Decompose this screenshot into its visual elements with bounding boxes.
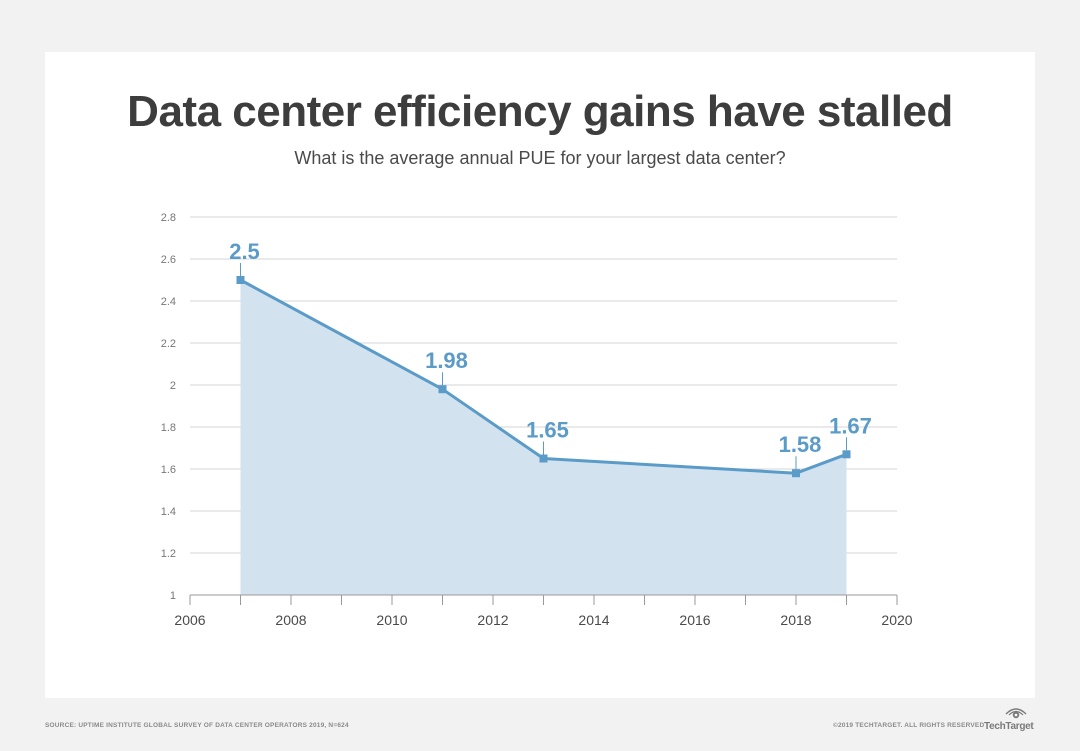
chart-title: Data center efficiency gains have stalle… (127, 87, 953, 136)
data-point-marker (236, 276, 245, 284)
chart-subtitle: What is the average annual PUE for your … (294, 148, 786, 168)
x-tick-label: 2020 (881, 612, 912, 628)
x-tick-label: 2016 (679, 612, 710, 628)
logo-text: TechTarget (984, 721, 1034, 732)
copyright-note: ©2019 TECHTARGET. ALL RIGHTS RESERVED (833, 722, 985, 729)
data-point-marker (842, 450, 851, 459)
y-tick-label: 2.4 (161, 296, 176, 308)
y-tick-label: 2.2 (161, 338, 176, 350)
y-tick-label: 1 (170, 590, 176, 602)
data-point-marker (438, 385, 447, 394)
x-tick-label: 2006 (174, 612, 205, 628)
y-tick-label: 1.6 (161, 464, 176, 476)
data-point-marker (792, 469, 800, 478)
x-tick-label: 2018 (780, 612, 811, 628)
source-note: SOURCE: UPTIME INSTITUTE GLOBAL SURVEY O… (45, 722, 349, 729)
x-tick-label: 2014 (578, 612, 609, 628)
techtarget-logo: TechTarget (984, 706, 1036, 734)
y-tick-label: 2 (170, 380, 176, 392)
data-label: 2.5 (229, 239, 260, 264)
y-tick-label: 2.8 (161, 212, 176, 224)
x-tick-label: 2008 (275, 612, 306, 628)
eye-logo-icon (1005, 708, 1027, 719)
data-label: 1.67 (829, 413, 872, 438)
data-label: 1.65 (526, 418, 569, 443)
y-tick-label: 2.6 (161, 254, 176, 266)
y-tick-label: 1.8 (161, 422, 176, 434)
data-label: 1.98 (425, 348, 468, 373)
x-tick-label: 2012 (477, 612, 508, 628)
data-label: 1.58 (779, 432, 822, 457)
area-fill (240, 280, 847, 595)
data-point-marker (539, 454, 548, 463)
x-tick-label: 2010 (376, 612, 407, 628)
y-tick-label: 1.4 (161, 506, 176, 518)
y-tick-label: 1.2 (161, 548, 176, 560)
